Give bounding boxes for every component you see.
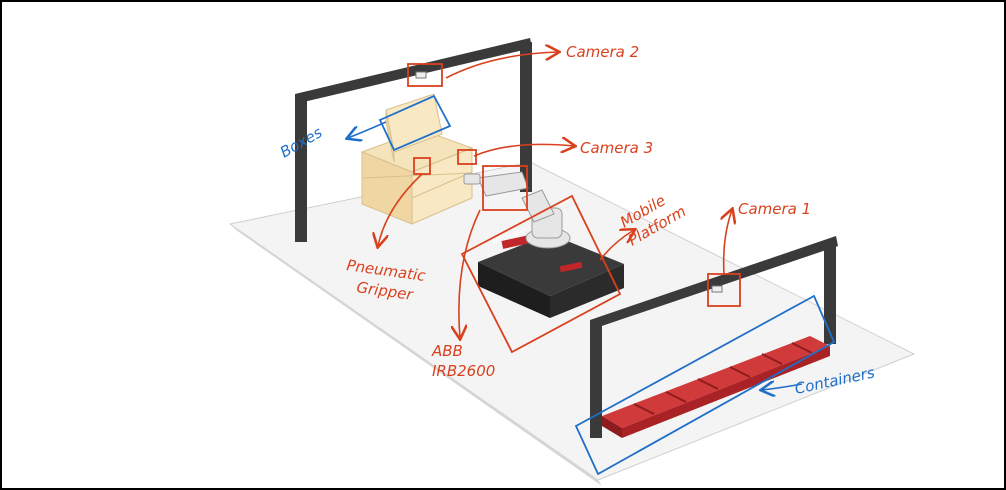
blue-annotations	[378, 94, 836, 476]
camera-2-label: Camera 2	[566, 43, 639, 61]
camera-3-label: Camera 3	[580, 139, 653, 157]
floor-plane	[228, 161, 916, 481]
abb-label-line2: IRB2600	[432, 362, 495, 380]
back-gantry-frame	[295, 38, 532, 242]
blue-arrows	[348, 121, 803, 390]
containers-tray	[602, 336, 830, 438]
camera-1-device	[711, 285, 723, 293]
red-arrows	[378, 52, 732, 338]
abb-robot-arm	[463, 171, 571, 249]
boxes-stack	[360, 93, 474, 225]
floor-shadow	[230, 224, 602, 486]
camera-1-label: Camera 1	[738, 200, 811, 218]
camera-2-device	[415, 71, 427, 79]
front-gantry-frame	[590, 236, 838, 438]
mobile-platform	[478, 234, 624, 318]
abb-label-line1: ABB	[431, 342, 463, 360]
